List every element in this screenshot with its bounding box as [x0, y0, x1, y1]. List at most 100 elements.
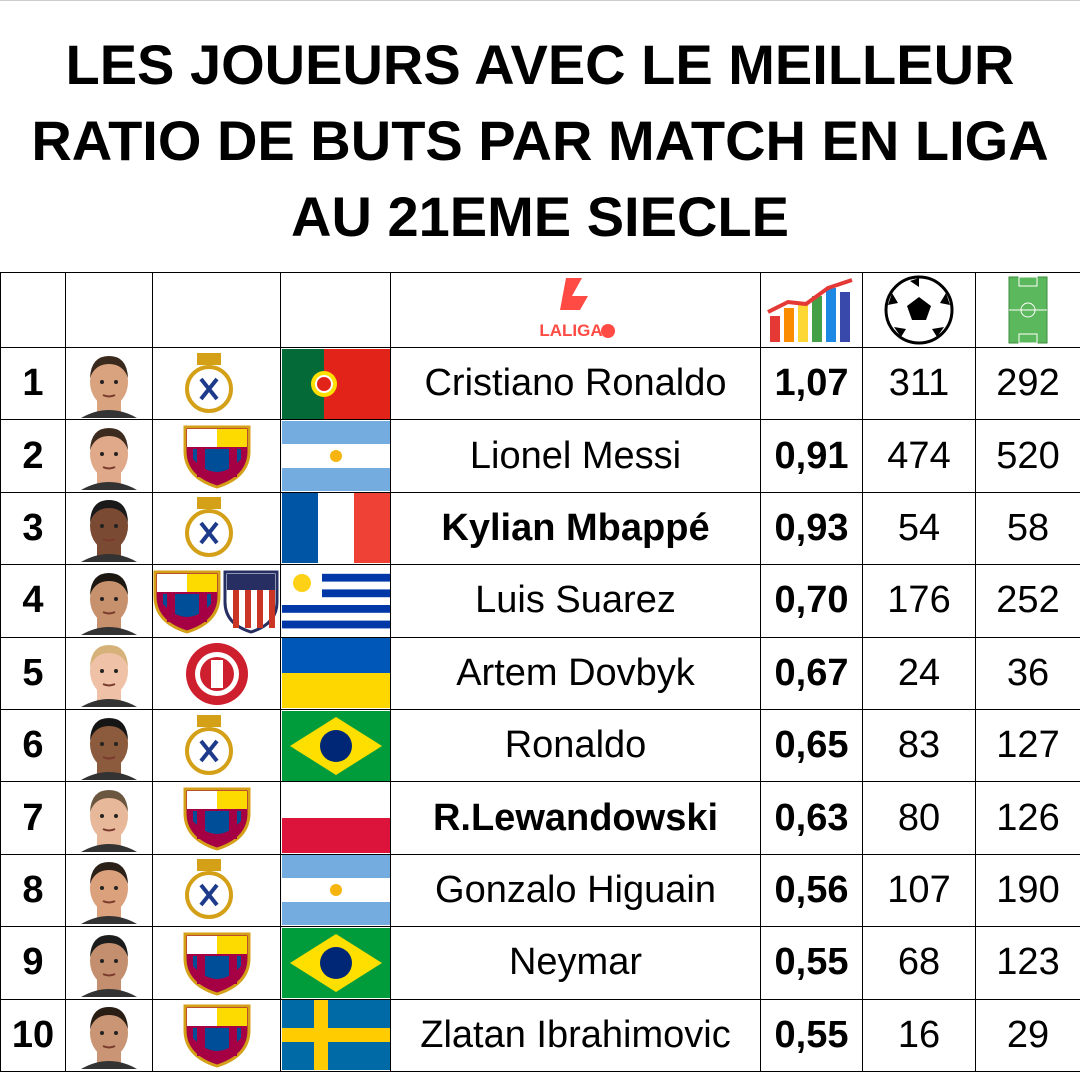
- photo-icon: [81, 428, 137, 491]
- goals: 311: [862, 346, 976, 421]
- player-row: 5 Artem Dovbyk 0,67 24 36: [0, 636, 1080, 710]
- player-name: Luis Suarez: [390, 564, 761, 638]
- matches: 190: [975, 853, 1080, 928]
- country-flag: [280, 564, 391, 638]
- player-name: Lionel Messi: [390, 419, 761, 493]
- player-photo: [65, 564, 153, 638]
- crest-icon: [183, 1004, 250, 1068]
- player-name: Cristiano Ronaldo: [390, 346, 761, 421]
- player-photo: [65, 998, 153, 1072]
- goals: 176: [862, 564, 976, 638]
- photo-icon: [81, 934, 137, 997]
- club-crest: [152, 708, 281, 783]
- player-name: Artem Dovbyk: [390, 636, 761, 710]
- club-crest: [152, 853, 281, 928]
- matches: 127: [975, 708, 1080, 783]
- crest-icon: [185, 643, 248, 706]
- goal-ratio: 1,07: [760, 346, 863, 421]
- player-photo: [65, 636, 153, 710]
- club-crest: [152, 564, 281, 638]
- logo-icon: LALIGA: [539, 278, 615, 340]
- rank: 8: [0, 853, 66, 928]
- club-crest: [152, 926, 281, 1000]
- club-crest: [152, 781, 281, 855]
- goal-ratio: 0,63: [760, 781, 863, 855]
- player-row: 10 Zlatan Ibrahimovic 0,55 16 29: [0, 998, 1080, 1072]
- player-photo: [65, 926, 153, 1000]
- country-flag: [280, 491, 391, 566]
- player-photo: [65, 419, 153, 493]
- ranking-table: LALIGA 1 Cristiano Ronaldo 1,07 311 292 2 Lion…: [0, 272, 1080, 1072]
- goal-ratio: 0,55: [760, 998, 863, 1072]
- rank: 4: [0, 564, 66, 638]
- matches: 58: [975, 491, 1080, 566]
- flag-icon: [281, 1000, 390, 1071]
- matches: 292: [975, 346, 1080, 421]
- country-flag: [280, 781, 391, 855]
- photo-icon: [81, 645, 137, 708]
- player-name: Neymar: [390, 926, 761, 1000]
- goal-ratio: 0,93: [760, 491, 863, 566]
- club-crest: [152, 636, 281, 710]
- player-row: 4 Luis Suarez 0,70 176 252: [0, 564, 1080, 638]
- goals: 68: [862, 926, 976, 1000]
- flag-icon: [281, 493, 390, 564]
- player-name: Ronaldo: [390, 708, 761, 783]
- league-logo: LALIGA: [390, 272, 761, 348]
- rank: 9: [0, 926, 66, 1000]
- ratio-icon: [766, 278, 853, 342]
- player-row: 2 Lionel Messi 0,91 474 520: [0, 419, 1080, 493]
- photo-icon: [81, 572, 137, 635]
- club-crest: [152, 998, 281, 1072]
- country-flag: [280, 708, 391, 783]
- goals: 80: [862, 781, 976, 855]
- player-photo: [65, 346, 153, 421]
- goals: 83: [862, 708, 976, 783]
- header-row: LALIGA: [0, 272, 1080, 348]
- flag-icon: [281, 421, 390, 492]
- club-crest: [152, 346, 281, 421]
- flag-icon: [281, 927, 390, 998]
- photo-icon: [81, 1007, 137, 1070]
- goals: 474: [862, 419, 976, 493]
- rank: 6: [0, 708, 66, 783]
- player-photo: [65, 708, 153, 783]
- crest-icon: [183, 932, 250, 996]
- crest-icon: [184, 352, 233, 413]
- crest-icon: [183, 425, 250, 489]
- player-row: 6 Ronaldo 0,65 83 127: [0, 708, 1080, 783]
- flag-icon: [281, 565, 390, 636]
- photo-icon: [81, 790, 137, 853]
- goal-ratio: 0,65: [760, 708, 863, 783]
- rank: 10: [0, 998, 66, 1072]
- player-row: 7 R.Lewandowski 0,63 80 126: [0, 781, 1080, 855]
- country-flag: [280, 636, 391, 710]
- country-flag: [280, 346, 391, 421]
- flag-icon: [281, 348, 390, 419]
- goal-ratio: 0,70: [760, 564, 863, 638]
- crest-icon: [183, 787, 250, 851]
- matches: 36: [975, 636, 1080, 710]
- goals: 107: [862, 853, 976, 928]
- player-row: 1 Cristiano Ronaldo 1,07 311 292: [0, 346, 1080, 421]
- flag-icon: [281, 783, 390, 854]
- photo-icon: [81, 717, 137, 780]
- goals: 24: [862, 636, 976, 710]
- rank: 5: [0, 636, 66, 710]
- rank: 7: [0, 781, 66, 855]
- player-name: Kylian Mbappé: [390, 491, 761, 566]
- goal-ratio: 0,91: [760, 419, 863, 493]
- player-photo: [65, 491, 153, 566]
- title: LES JOUEURS AVEC LE MEILLEUR RATIO DE BU…: [0, 0, 1080, 272]
- player-name: R.Lewandowski: [390, 781, 761, 855]
- goal-ratio: 0,56: [760, 853, 863, 928]
- goal-ratio: 0,55: [760, 926, 863, 1000]
- country-flag: [280, 853, 391, 928]
- player-name: Gonzalo Higuain: [390, 853, 761, 928]
- rank: 2: [0, 419, 66, 493]
- rank: 3: [0, 491, 66, 566]
- goals: 16: [862, 998, 976, 1072]
- player-row: 9 Neymar 0,55 68 123: [0, 926, 1080, 1000]
- logo-text: LALIGA: [539, 321, 602, 340]
